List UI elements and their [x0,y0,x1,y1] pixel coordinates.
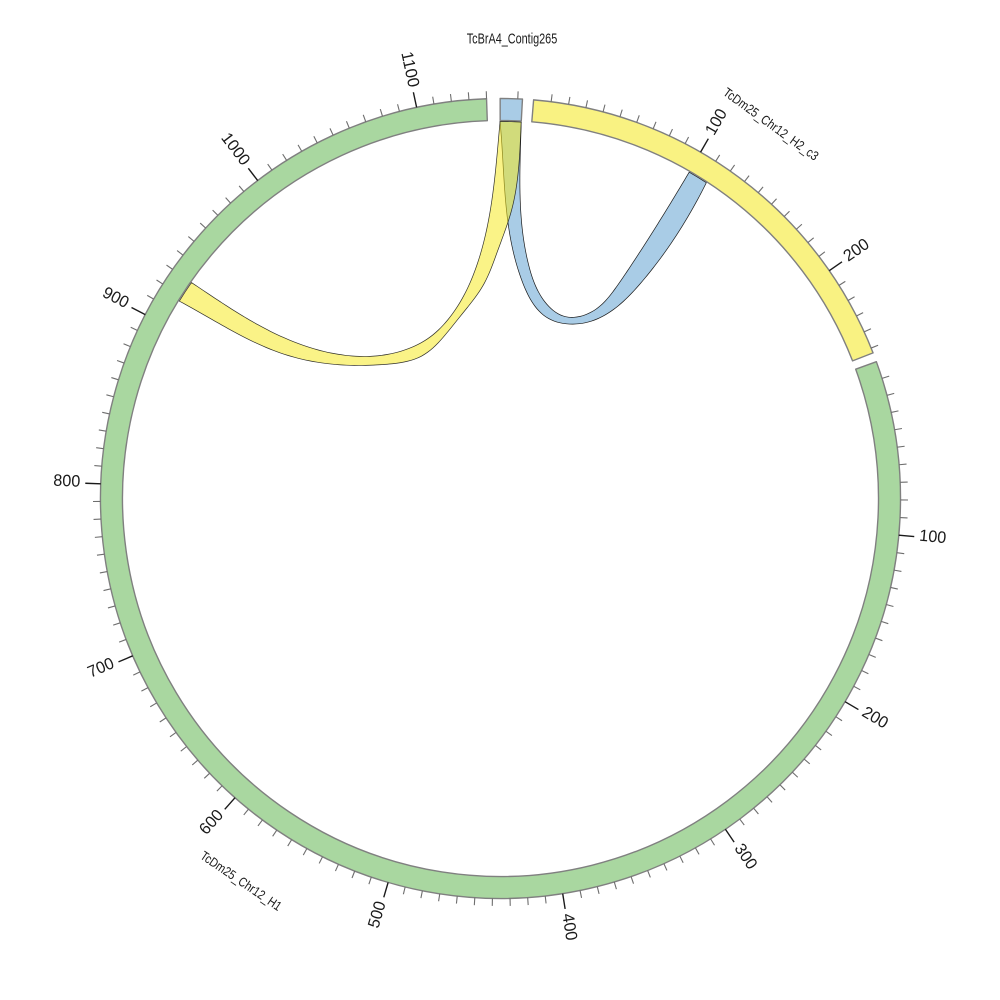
svg-text:800: 800 [53,472,81,491]
svg-text:TcBrA4_Contig265: TcBrA4_Contig265 [467,30,558,47]
svg-text:400: 400 [558,912,580,941]
svg-text:100: 100 [919,527,948,547]
